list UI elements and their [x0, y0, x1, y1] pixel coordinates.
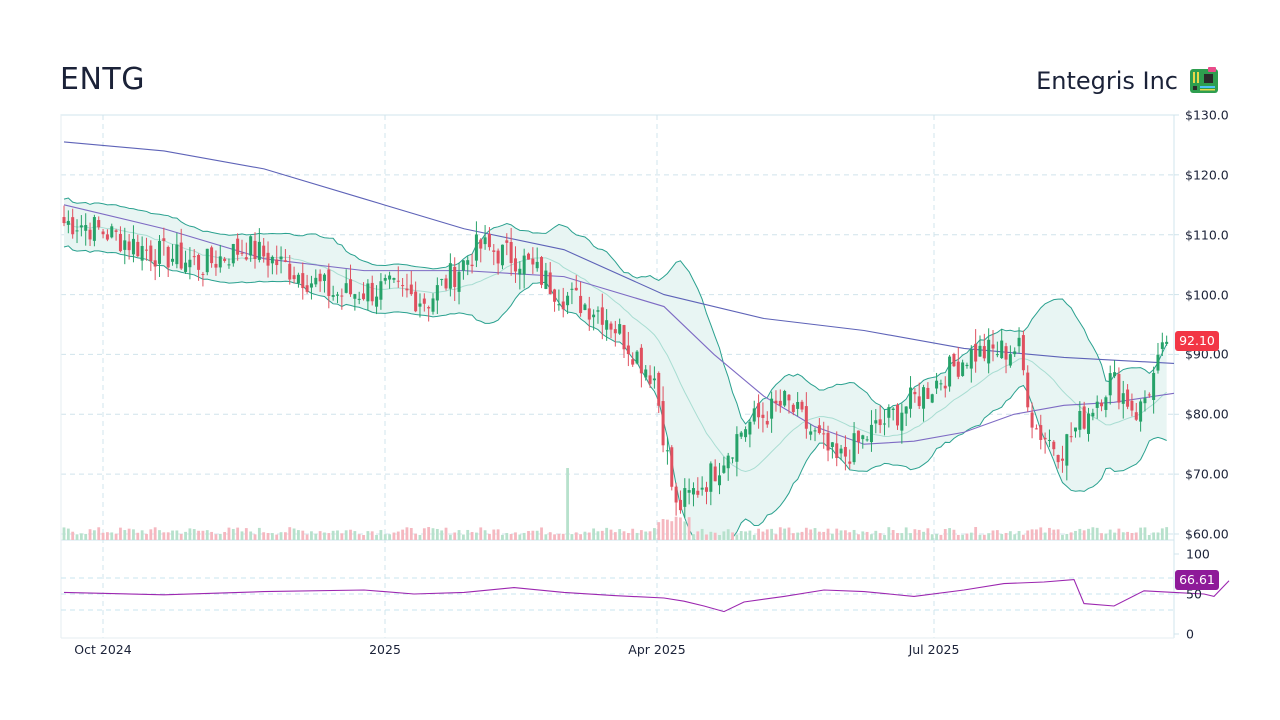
- price-tick-label: $110.0: [1185, 227, 1229, 243]
- circuit-board-icon: [1190, 67, 1218, 93]
- price-tick-label: $100.0: [1185, 287, 1229, 303]
- last-price-badge: 92.10: [1175, 331, 1219, 351]
- time-tick-label: 2025: [369, 642, 401, 657]
- price-tick-label: $120.0: [1185, 167, 1229, 183]
- time-tick-label: Apr 2025: [628, 642, 686, 657]
- price-tick-label: $60.00: [1185, 526, 1229, 542]
- rsi-tick-label: 100: [1186, 546, 1210, 562]
- rsi-tick-label: 50: [1186, 586, 1202, 602]
- price-tick-label: $70.00: [1185, 466, 1229, 482]
- price-tick-label: $80.00: [1185, 406, 1229, 422]
- rsi-tick-label: 0: [1186, 626, 1194, 642]
- company-name: Entegris Inc: [1036, 67, 1178, 95]
- time-tick-label: Jul 2025: [908, 642, 960, 657]
- price-tick-label: $130.0: [1185, 107, 1229, 123]
- time-tick-label: Oct 2024: [74, 642, 132, 657]
- last-rsi-badge: 66.61: [1175, 570, 1219, 590]
- ticker-symbol: ENTG: [60, 62, 145, 97]
